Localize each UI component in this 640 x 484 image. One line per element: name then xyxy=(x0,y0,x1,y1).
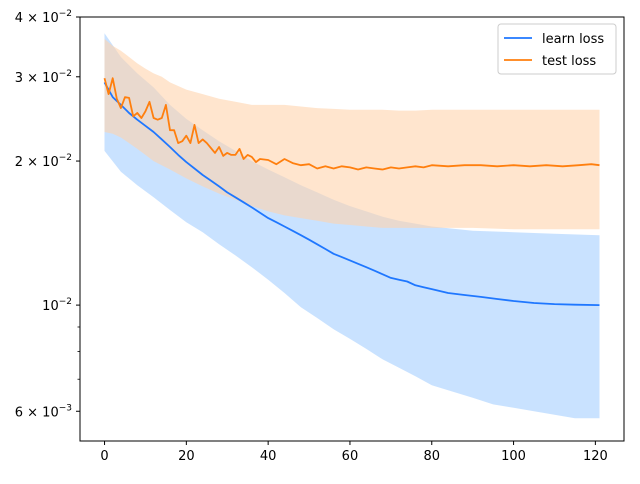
band-learn-loss xyxy=(104,33,600,419)
x-tick-label: 0 xyxy=(100,449,108,464)
legend-label-learn-loss: learn loss xyxy=(542,32,604,47)
y-tick-label: 10−2 xyxy=(42,297,72,314)
y-axis: 4 × 10−2 3 × 10−2 2 × 10−2 10−2 6 × 10−3 xyxy=(15,9,80,420)
x-tick-label: 40 xyxy=(260,449,277,464)
band-test-loss xyxy=(104,38,600,230)
plot-frame xyxy=(79,16,625,442)
x-tick-label: 60 xyxy=(342,449,359,464)
line-learn-loss xyxy=(103,81,600,306)
legend-box xyxy=(497,23,617,75)
x-axis: 0 20 40 60 80 100 120 xyxy=(100,441,608,464)
y-tick-label: 4 × 10−2 xyxy=(15,9,72,26)
y-tick-label: 6 × 10−3 xyxy=(15,403,72,420)
x-tick-label: 100 xyxy=(501,449,526,464)
lines-layer xyxy=(103,77,600,306)
x-tick-label: 80 xyxy=(423,449,440,464)
bands-layer xyxy=(104,33,600,419)
x-tick-label: 120 xyxy=(583,449,608,464)
legend: learn loss test loss xyxy=(497,23,617,75)
line-test-loss xyxy=(103,77,600,171)
legend-label-test-loss: test loss xyxy=(542,54,596,69)
x-tick-label: 20 xyxy=(178,449,195,464)
y-tick-label: 2 × 10−2 xyxy=(15,153,72,170)
y-tick-label: 3 × 10−2 xyxy=(15,69,72,86)
